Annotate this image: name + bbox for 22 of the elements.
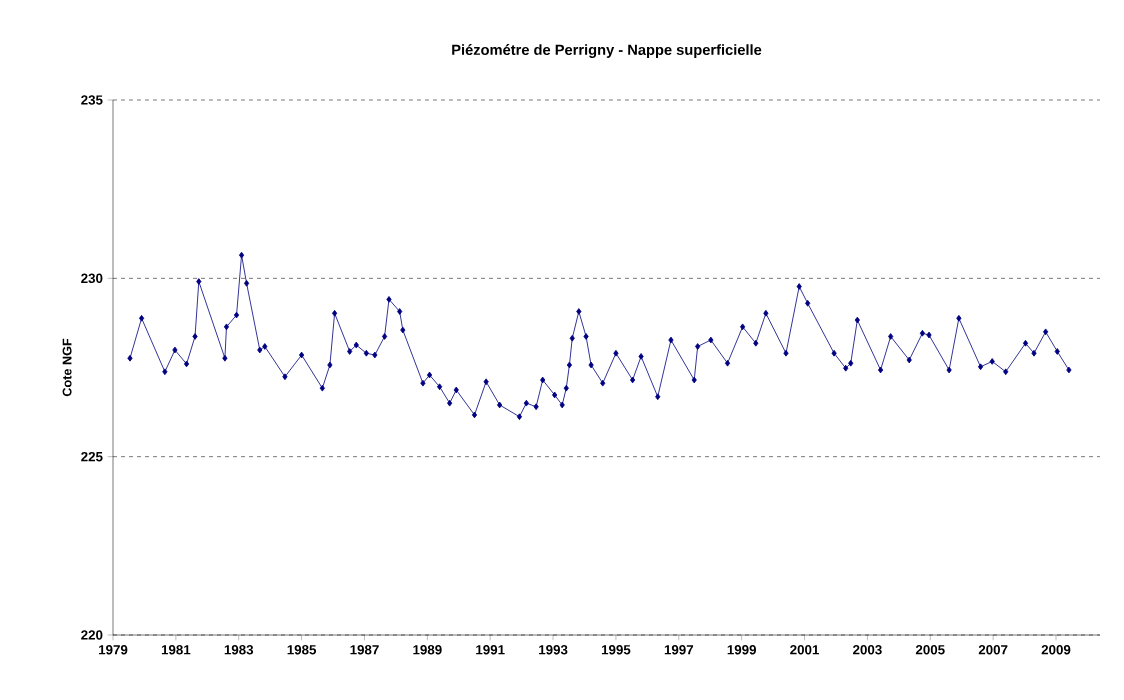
x-tick-label: 2001: [790, 645, 819, 655]
x-tick-label: 1997: [664, 645, 694, 655]
x-tick-label: 1991: [476, 645, 505, 655]
y-tick-label: 225: [81, 451, 103, 462]
x-tick-label: 1983: [224, 645, 254, 655]
y-tick-label: 230: [81, 273, 103, 284]
x-tick-label: 1989: [413, 645, 442, 655]
x-tick-label: 1981: [161, 645, 191, 655]
x-tick-label: 1985: [287, 645, 317, 655]
x-tick-label: 2005: [915, 645, 945, 655]
chart-title: Piézométre de Perrigny - Nappe superficielle: [452, 44, 762, 58]
x-tick-label: 2007: [978, 645, 1008, 655]
x-tick-label: 1999: [727, 645, 756, 655]
x-tick-label: 1993: [539, 645, 568, 655]
y-tick-label: 235: [81, 95, 103, 105]
x-tick-label: 2003: [853, 645, 882, 655]
x-tick-label: 2009: [1041, 645, 1071, 655]
y-axis-title: Cote NGF: [62, 338, 72, 397]
x-tick-label: 1995: [601, 645, 631, 655]
x-tick-label: 1987: [350, 645, 379, 655]
x-tick-label: 1979: [99, 645, 128, 655]
y-tick-label: 220: [81, 630, 103, 640]
